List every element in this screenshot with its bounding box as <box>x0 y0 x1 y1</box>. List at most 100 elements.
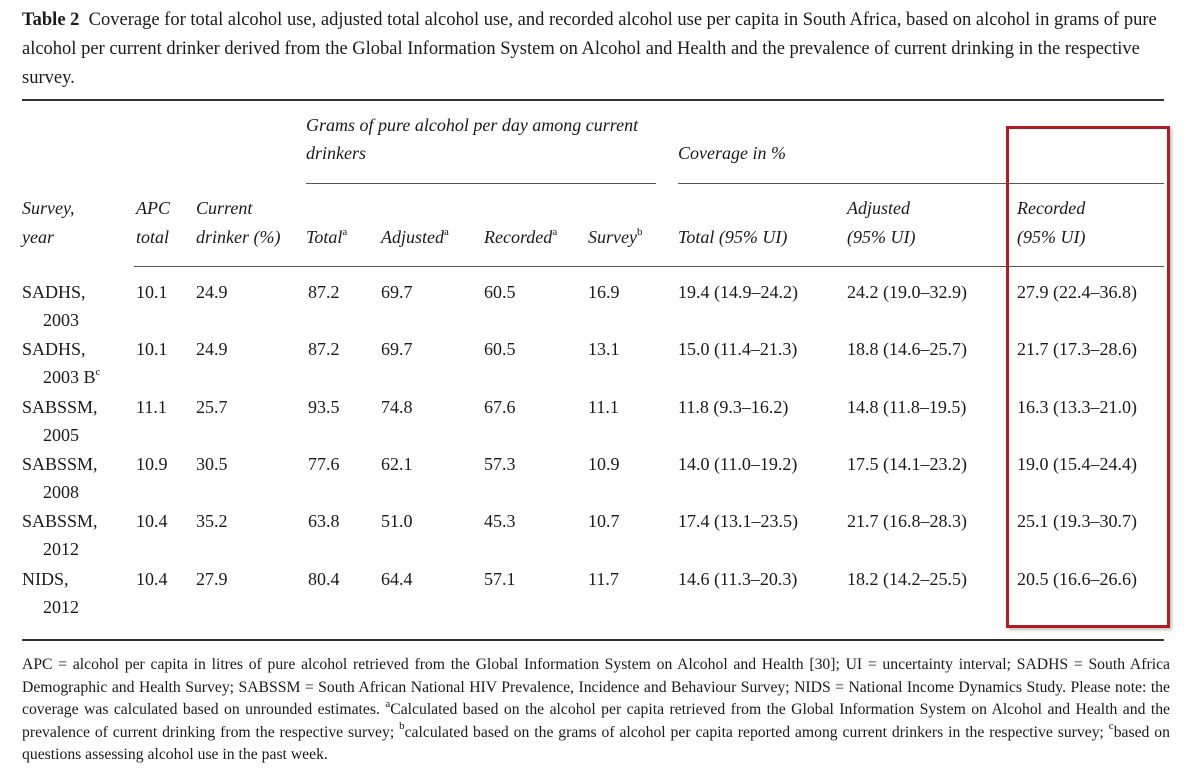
cell-adjusted: 51.0 <box>381 511 413 531</box>
cell-cov-adjusted: 21.7 (16.8–28.3) <box>847 511 967 531</box>
cell-cov-recorded: 27.9 (22.4–36.8) <box>1017 282 1137 302</box>
col-recorded: Recordeda <box>484 226 558 248</box>
cell-survey: 10.7 <box>588 511 620 531</box>
col-coverage-total: Total (95% UI) <box>678 227 788 247</box>
row-year-text: 2008 <box>43 482 79 502</box>
recorded-column-highlight <box>1006 126 1170 628</box>
row-year-text: 2003 <box>43 310 79 330</box>
cell-adjusted: 62.1 <box>381 454 413 474</box>
footnote-marker: a <box>444 226 449 238</box>
cell-cov-recorded: 21.7 (17.3–28.6) <box>1017 339 1137 359</box>
cell-survey: 16.9 <box>588 282 620 302</box>
cell-cov-recorded: 16.3 (13.3–21.0) <box>1017 397 1137 417</box>
col-coverage-recorded-line2: (95% UI) <box>1017 227 1086 247</box>
cell-current: 24.9 <box>196 282 228 302</box>
cell-total: 77.6 <box>308 454 340 474</box>
col-current-line2: drinker (%) <box>196 227 281 247</box>
cell-current: 24.9 <box>196 339 228 359</box>
footnote-marker-a: a <box>385 697 391 710</box>
header-bottom-rule <box>134 266 1164 267</box>
row-year-text: 2012 <box>43 539 79 559</box>
cell-apc: 11.1 <box>136 397 167 417</box>
cell-current: 30.5 <box>196 454 228 474</box>
col-adjusted: Adjusteda <box>381 226 449 248</box>
col-apc-line2: total <box>136 227 170 247</box>
footnote-c: based on questions assessing alcohol use… <box>22 723 1170 764</box>
col-coverage-recorded-line1: Recorded <box>1017 198 1086 218</box>
row-survey-year: 2003 <box>43 306 79 335</box>
col-current-line1: Current <box>196 198 253 218</box>
cell-total: 87.2 <box>308 282 340 302</box>
grams-group-header-line2: drinkers <box>306 143 366 163</box>
row-survey-name: SADHS, <box>22 339 86 359</box>
row-survey-year: 2003 Bc <box>43 363 100 392</box>
cell-apc: 10.1 <box>136 282 168 302</box>
cell-survey: 11.1 <box>588 397 619 417</box>
grams-group-rule <box>306 183 656 184</box>
row-survey-name: SABSSM, <box>22 454 98 474</box>
cell-survey: 13.1 <box>588 339 620 359</box>
footnote-marker: c <box>95 366 101 378</box>
footnote-marker-c: c <box>1108 720 1114 733</box>
cell-cov-total: 14.0 (11.0–19.2) <box>678 454 798 474</box>
cell-total: 80.4 <box>308 569 340 589</box>
footnote-main: APC = alcohol per capita in litres of pu… <box>22 656 1170 718</box>
cell-total: 87.2 <box>308 339 340 359</box>
cell-apc: 10.4 <box>136 511 168 531</box>
cell-survey: 10.9 <box>588 454 620 474</box>
col-apc-line1: APC <box>136 198 170 218</box>
cell-recorded: 60.5 <box>484 339 516 359</box>
row-year-text: 2005 <box>43 425 79 445</box>
col-coverage-adjusted-line1: Adjusted <box>847 198 910 218</box>
cell-cov-adjusted: 24.2 (19.0–32.9) <box>847 282 967 302</box>
cell-adjusted: 74.8 <box>381 397 413 417</box>
col-survey-line2: year <box>22 227 54 247</box>
cell-apc: 10.1 <box>136 339 168 359</box>
row-survey-name: SADHS, <box>22 282 86 302</box>
footnote-marker: a <box>552 226 558 238</box>
cell-cov-recorded: 19.0 (15.4–24.4) <box>1017 454 1137 474</box>
cell-recorded: 60.5 <box>484 282 516 302</box>
footnote-b: calculated based on the grams of alcohol… <box>404 723 1109 741</box>
row-survey-year: 2012 <box>43 593 79 622</box>
cell-total: 63.8 <box>308 511 340 531</box>
table-caption: Table 2 Coverage for total alcohol use, … <box>22 6 1172 93</box>
cell-adjusted: 69.7 <box>381 282 413 302</box>
footnote-a: Calculated based on the alcohol per capi… <box>22 701 1170 741</box>
col-coverage-adjusted-line2: (95% UI) <box>847 227 916 247</box>
cell-cov-adjusted: 14.8 (11.8–19.5) <box>847 397 967 417</box>
bottom-rule <box>22 639 1164 641</box>
cell-current: 35.2 <box>196 511 228 531</box>
row-survey-year: 2005 <box>43 421 79 450</box>
footnote-marker-b: b <box>399 720 405 733</box>
cell-cov-adjusted: 18.2 (14.2–25.5) <box>847 569 967 589</box>
cell-cov-total: 15.0 (11.4–21.3) <box>678 339 798 359</box>
row-survey-name: SABSSM, <box>22 397 98 417</box>
cell-cov-adjusted: 17.5 (14.1–23.2) <box>847 454 967 474</box>
row-survey-name: NIDS, <box>22 569 69 589</box>
cell-cov-total: 14.6 (11.3–20.3) <box>678 569 798 589</box>
cell-cov-recorded: 20.5 (16.6–26.6) <box>1017 569 1137 589</box>
coverage-group-header: Coverage in % <box>678 143 786 163</box>
row-survey-year: 2012 <box>43 535 79 564</box>
cell-cov-total: 17.4 (13.1–23.5) <box>678 511 798 531</box>
cell-cov-total: 11.8 (9.3–16.2) <box>678 397 789 417</box>
cell-apc: 10.4 <box>136 569 168 589</box>
row-survey-year: 2008 <box>43 478 79 507</box>
cell-adjusted: 69.7 <box>381 339 413 359</box>
cell-recorded: 45.3 <box>484 511 516 531</box>
row-year-text: 2003 B <box>43 367 96 387</box>
table-footnote: APC = alcohol per capita in litres of pu… <box>22 654 1170 767</box>
cell-recorded: 67.6 <box>484 397 516 417</box>
top-rule <box>22 99 1164 101</box>
cell-adjusted: 64.4 <box>381 569 413 589</box>
cell-cov-total: 19.4 (14.9–24.2) <box>678 282 798 302</box>
coverage-group-rule <box>678 183 1164 184</box>
cell-cov-adjusted: 18.8 (14.6–25.7) <box>847 339 967 359</box>
cell-cov-recorded: 25.1 (19.3–30.7) <box>1017 511 1137 531</box>
cell-total: 93.5 <box>308 397 340 417</box>
caption-text: Coverage for total alcohol use, adjusted… <box>22 10 1157 88</box>
cell-apc: 10.9 <box>136 454 168 474</box>
grams-group-header-line1: Grams of pure alcohol per day among curr… <box>306 115 639 135</box>
row-survey-name: SABSSM, <box>22 511 98 531</box>
